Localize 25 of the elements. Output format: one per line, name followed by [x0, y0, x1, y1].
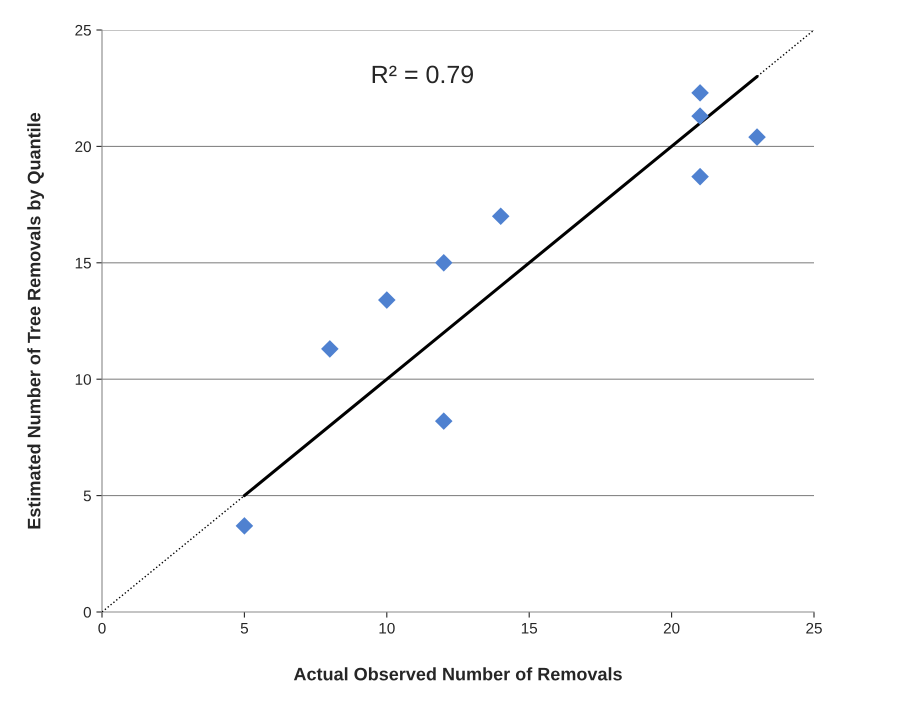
x-axis-title: Actual Observed Number of Removals	[294, 667, 622, 680]
point	[691, 168, 709, 186]
x-tick-label: 25	[806, 622, 822, 634]
point	[691, 84, 709, 102]
point	[748, 128, 766, 146]
point	[321, 340, 339, 358]
point	[492, 207, 510, 226]
y-tick-label: 5	[84, 490, 91, 502]
x-tick-label: 0	[98, 622, 106, 634]
y-tick-label: 15	[76, 258, 91, 268]
y-tick-label: 25	[75, 24, 91, 36]
x-tick-label: 10	[379, 622, 395, 634]
x-tick-label: 15	[522, 622, 538, 634]
y-tick-label: 10	[76, 374, 91, 385]
point	[434, 412, 453, 430]
y-tick-label: 0	[84, 606, 91, 618]
point	[236, 517, 254, 535]
x-tick-label: 20	[664, 622, 680, 634]
point	[691, 107, 709, 125]
point	[434, 254, 453, 272]
x-tick-label: 5	[240, 622, 248, 634]
y-axis-title: Estimated Number of Tree Removals by Quantile	[27, 112, 44, 528]
point	[378, 291, 396, 309]
y-tick-label: 20	[75, 141, 91, 152]
annotation: R² = 0.79	[372, 66, 473, 84]
